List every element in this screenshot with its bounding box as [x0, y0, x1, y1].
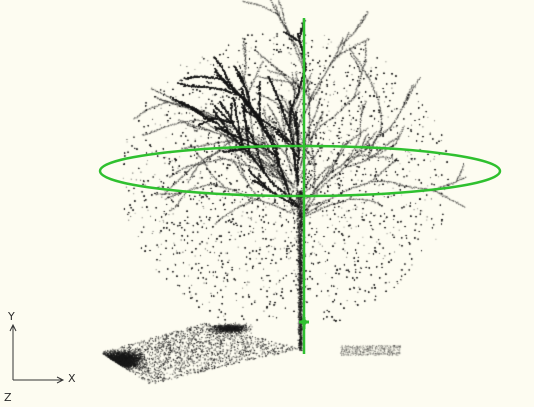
- y-axis-label: Y: [8, 310, 15, 323]
- z-axis-label: Z: [4, 391, 12, 404]
- x-axis-label: X: [68, 372, 76, 385]
